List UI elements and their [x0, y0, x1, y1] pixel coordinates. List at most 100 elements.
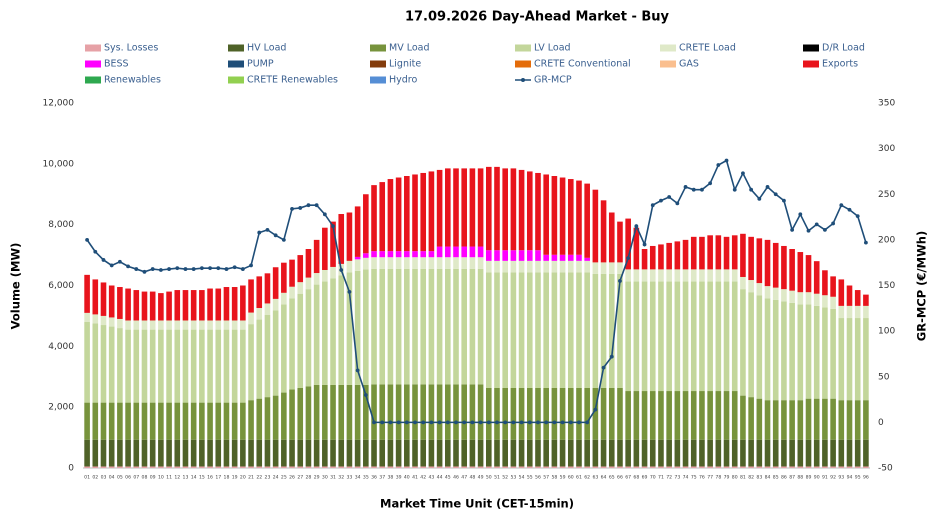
bar-segment — [330, 384, 336, 440]
bar-segment — [576, 260, 582, 273]
bar-segment — [117, 466, 123, 468]
bar-segment — [190, 329, 197, 403]
bar-segment — [182, 466, 189, 468]
bar-segment — [404, 251, 410, 258]
bar-segment — [592, 439, 599, 467]
line-marker — [380, 420, 385, 425]
bar-segment — [289, 298, 295, 390]
bar-segment — [166, 291, 172, 321]
bar-segment — [502, 466, 508, 468]
bar-segment — [822, 270, 828, 296]
bar-segment — [117, 439, 123, 467]
bar-segment — [551, 388, 558, 440]
line-marker — [765, 185, 770, 189]
line-marker — [232, 265, 237, 270]
bar-segment — [526, 272, 533, 389]
bar-segment — [625, 269, 631, 282]
bar-segment — [567, 388, 574, 440]
bar-segment — [346, 260, 353, 273]
bar-segment — [445, 257, 451, 269]
bar-segment — [338, 275, 345, 385]
bar-segment — [567, 179, 574, 255]
bar-segment — [518, 250, 525, 261]
bar-segment — [174, 329, 181, 403]
line-marker — [331, 224, 335, 229]
bar-segment — [526, 171, 533, 251]
bar-segment — [240, 439, 246, 467]
bar-segment — [526, 250, 533, 261]
bar-segment — [567, 260, 574, 273]
bar-segment — [289, 259, 295, 287]
bar-segment — [641, 391, 648, 440]
bar-segment — [354, 259, 361, 271]
bar-segment — [272, 395, 279, 440]
bar-segment — [248, 400, 254, 440]
bar-segment — [289, 389, 295, 440]
bar-segment — [576, 466, 582, 468]
bar-segment — [617, 388, 623, 440]
bar-segment — [84, 402, 90, 440]
bar-segment — [485, 439, 492, 467]
bar-segment — [215, 402, 222, 440]
bar-segment — [428, 251, 435, 258]
line-marker — [691, 187, 696, 192]
bar-segment — [354, 256, 361, 260]
x-tick-label: 37 — [379, 475, 385, 481]
line-marker — [117, 259, 122, 264]
bar-segment — [863, 305, 869, 319]
x-tick-label: 84 — [765, 475, 771, 481]
bar-segment — [338, 466, 345, 468]
bar-segment — [231, 329, 238, 403]
bar-segment — [305, 439, 312, 467]
x-tick-label: 34 — [355, 475, 361, 481]
x-tick-label: 86 — [781, 475, 787, 481]
line-marker — [708, 181, 713, 186]
bar-segment — [108, 326, 115, 403]
bar-segment — [666, 439, 672, 467]
bar-segment — [764, 400, 771, 440]
bar-segment — [223, 329, 230, 403]
x-tick-label: 22 — [256, 475, 262, 481]
bar-segment — [797, 292, 804, 305]
legend-swatch — [515, 44, 531, 52]
bar-segment — [813, 305, 820, 399]
bar-segment — [797, 439, 804, 467]
bar-segment — [125, 288, 131, 321]
line-marker — [93, 249, 98, 254]
line-marker — [634, 224, 639, 229]
bar-segment — [608, 388, 615, 440]
line-marker — [175, 266, 180, 271]
line-marker — [519, 420, 524, 425]
bar-segment — [322, 384, 328, 440]
bar-segment — [371, 384, 377, 440]
bar-segment — [412, 384, 418, 440]
bar-segment — [100, 402, 107, 440]
bar-segment — [117, 402, 123, 440]
bar-segment — [510, 260, 517, 273]
line-marker — [478, 420, 483, 425]
bar-segment — [682, 391, 689, 440]
bar-segment — [674, 241, 681, 270]
bar-segment — [830, 276, 836, 297]
y2-tick-label: 150 — [878, 281, 895, 291]
bar-segment — [174, 466, 181, 468]
bar-segment — [420, 466, 427, 468]
legend-swatch — [85, 60, 101, 68]
bar-segment — [281, 262, 287, 293]
bar-segment — [281, 439, 287, 467]
bar-segment — [740, 439, 746, 467]
bar-segment — [404, 384, 410, 440]
bar-segment — [199, 320, 205, 330]
legend-label: Lignite — [389, 59, 421, 70]
line-marker — [363, 393, 368, 397]
x-tick-label: 10 — [158, 475, 164, 481]
bar-segment — [707, 439, 713, 467]
bar-segment — [674, 466, 681, 468]
bar-segment — [805, 439, 812, 467]
bar-segment — [289, 439, 295, 467]
bar-segment — [723, 236, 730, 270]
bar-segment — [805, 292, 812, 305]
line-marker — [831, 221, 836, 226]
x-tick-label: 15 — [199, 475, 205, 481]
line-marker — [536, 420, 540, 425]
